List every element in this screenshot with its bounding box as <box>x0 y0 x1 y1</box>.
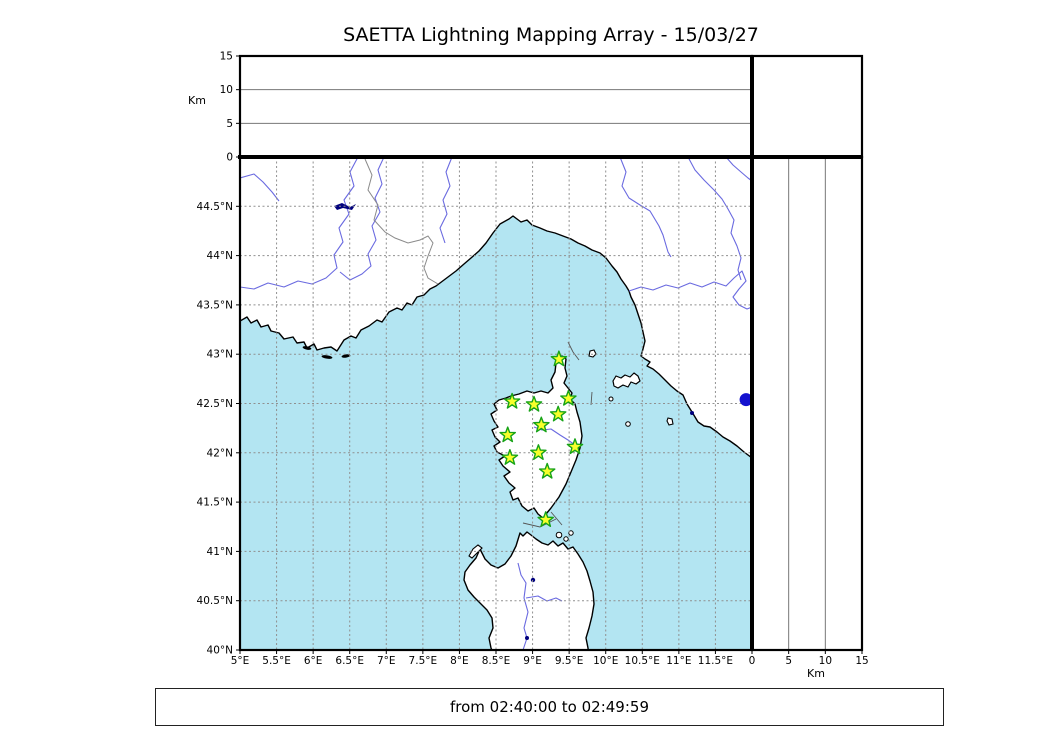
figure-title: SAETTA Lightning Mapping Array - 15/03/2… <box>343 24 759 46</box>
lat-tick-label: 44.5°N <box>197 201 233 213</box>
line-bonifacio-1 <box>522 518 557 528</box>
elba-island <box>612 372 641 389</box>
line-capraia <box>590 391 593 406</box>
lat-tick-label: 41°N <box>207 546 233 558</box>
lon-tick-label: 10.5°E <box>625 655 660 667</box>
france-italy-border <box>364 158 439 285</box>
pianosa-islet <box>608 396 614 402</box>
altitude-tick-label: 15 <box>855 655 868 667</box>
flash-points-layer <box>739 393 752 407</box>
orbetello-lagoon <box>690 411 694 415</box>
maddalena-islet-3 <box>568 530 574 536</box>
lat-tick-label: 43.5°N <box>197 299 233 311</box>
station-markers-layer <box>499 350 584 527</box>
line-bonifacio-2 <box>550 511 563 526</box>
axis-ticks <box>236 55 863 654</box>
station-marker <box>566 438 584 455</box>
altitude-tick-label: 10 <box>220 84 233 96</box>
river-po-2 <box>687 157 742 281</box>
top-panel-km-axis-label: Km <box>188 94 206 107</box>
flash-point <box>739 393 752 407</box>
axis-tick-labels: 5°E 5.5°E 6°E 6.5°E 7°E 7.5°E 8°E 8.5°E 9°E 9.5°E… <box>197 51 869 668</box>
river-po-1 <box>619 157 672 258</box>
altitude-tick-label: 0 <box>749 655 756 667</box>
hyeres-islet-1 <box>302 346 312 350</box>
altitude-tick-label: 0 <box>226 152 233 164</box>
right-panel-km-axis-label: Km <box>807 667 825 680</box>
river-verdon <box>339 157 385 281</box>
right-altitude-panel-border <box>750 155 864 652</box>
hyeres-islet-2 <box>321 355 333 359</box>
lake-sardinia-south <box>525 636 529 640</box>
station-marker <box>560 389 577 406</box>
maddalena-islet-2 <box>563 536 569 542</box>
lat-tick-label: 40.5°N <box>197 595 233 607</box>
boundary-lines <box>522 341 593 528</box>
lon-tick-label: 5°E <box>231 655 250 667</box>
station-marker <box>538 462 556 479</box>
lon-tick-label: 5.5°E <box>262 655 291 667</box>
lon-tick-label: 7.5°E <box>409 655 438 667</box>
station-marker <box>530 444 547 460</box>
lat-tick-label: 42°N <box>207 447 233 459</box>
station-marker <box>533 416 550 433</box>
lon-tick-label: 9.5°E <box>555 655 584 667</box>
map-gridlines <box>240 157 752 650</box>
lon-tick-label: 8.5°E <box>482 655 511 667</box>
lon-tick-label: 10°E <box>593 655 618 667</box>
station-marker <box>499 426 516 443</box>
station-marker <box>525 395 543 412</box>
hyeres-islet-3 <box>341 354 351 358</box>
altitude-tick-label: 10 <box>819 655 832 667</box>
lat-tick-label: 43°N <box>207 349 233 361</box>
lon-tick-label: 9°E <box>523 655 542 667</box>
river-durance <box>240 157 359 290</box>
capraia-island <box>588 349 597 358</box>
time-range-label: from 02:40:00 to 02:49:59 <box>449 698 649 716</box>
lon-tick-label: 11°E <box>666 655 691 667</box>
sardinia-coastline <box>463 531 595 650</box>
top-right-box-border <box>750 54 864 159</box>
lon-tick-label: 8°E <box>450 655 469 667</box>
river-arno <box>628 270 752 310</box>
top-altitude-panel-border <box>238 54 754 159</box>
station-marker <box>550 350 568 367</box>
lat-tick-label: 42.5°N <box>197 398 233 410</box>
line-cap-corse <box>567 341 580 361</box>
giglio-islet <box>666 417 674 426</box>
lat-tick-label: 44°N <box>207 250 233 262</box>
altitude-tick-label: 5 <box>226 118 233 130</box>
station-marker <box>503 392 521 409</box>
river-rhone-branch <box>240 173 280 202</box>
lon-tick-label: 7°E <box>377 655 396 667</box>
station-marker <box>501 449 519 465</box>
mainland-france-italy <box>240 157 752 458</box>
lon-tick-label: 6°E <box>304 655 323 667</box>
altitude-tick-label: 15 <box>220 51 233 63</box>
station-marker <box>549 405 567 422</box>
maddalena-islet-1 <box>555 531 563 539</box>
time-range-box: from 02:40:00 to 02:49:59 <box>155 688 944 726</box>
lat-tick-label: 41.5°N <box>197 497 233 509</box>
river-var <box>439 157 453 244</box>
lat-tick-label: 40°N <box>207 645 233 657</box>
lon-tick-label: 11.5°E <box>698 655 733 667</box>
map-panel <box>240 157 752 650</box>
lon-tick-label: 6.5°E <box>335 655 364 667</box>
station-marker <box>537 511 554 527</box>
montecristo-islet <box>625 421 631 427</box>
river-coghinas <box>517 562 529 650</box>
altitude-tick-label: 5 <box>785 655 792 667</box>
altitude-panel-gridlines <box>240 89 826 650</box>
river-po-3 <box>725 157 752 182</box>
mainland-coastline <box>240 215 752 459</box>
